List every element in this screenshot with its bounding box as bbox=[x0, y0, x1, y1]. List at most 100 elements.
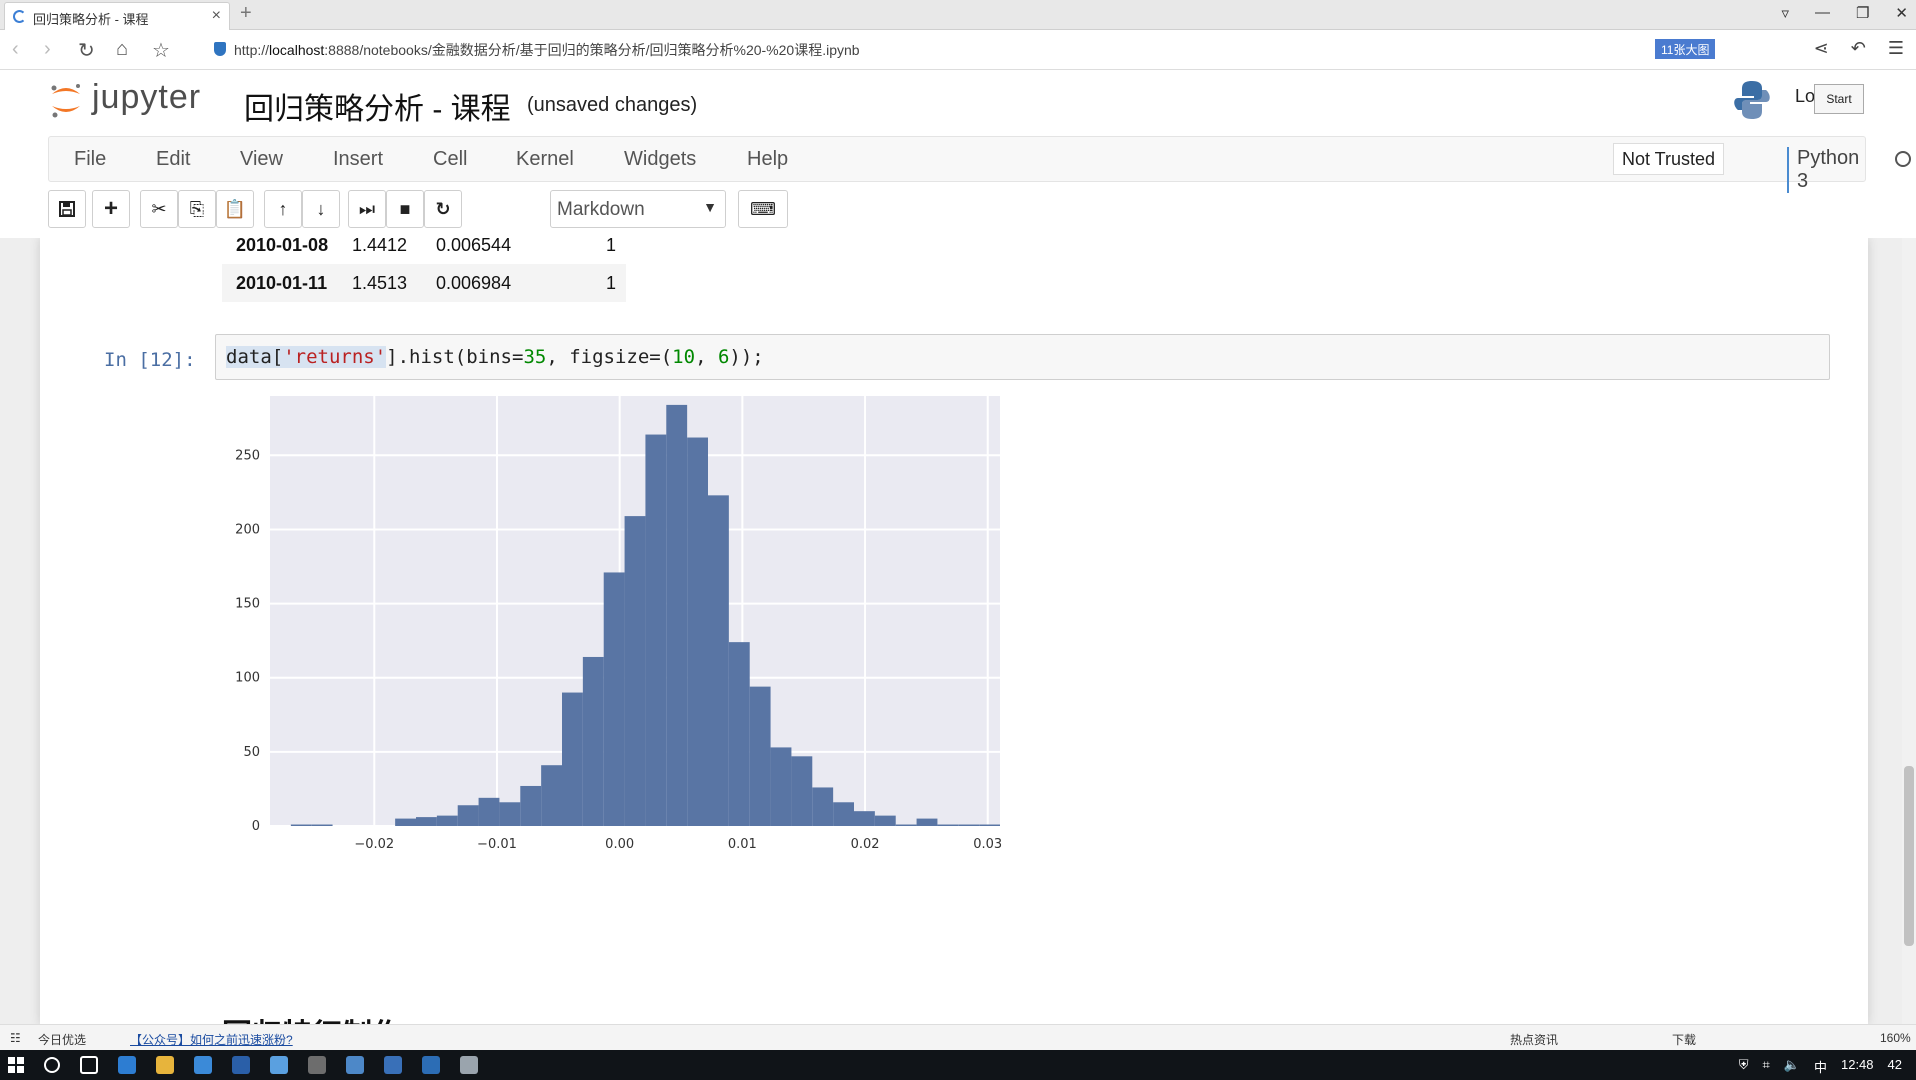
menu-kernel[interactable]: Kernel bbox=[516, 148, 574, 170]
notification-count[interactable]: 42 bbox=[1887, 1057, 1902, 1072]
histogram-bar bbox=[478, 797, 500, 826]
forward-icon[interactable]: › bbox=[44, 38, 51, 60]
windows-start-icon[interactable] bbox=[8, 1057, 24, 1073]
search-icon[interactable] bbox=[44, 1057, 60, 1073]
restore-button[interactable]: ❐ bbox=[1855, 5, 1870, 22]
statusbar-icon: ☷ bbox=[10, 1031, 21, 1045]
close-window-button[interactable]: ✕ bbox=[1895, 5, 1908, 22]
jupyter-logo-icon[interactable] bbox=[46, 80, 86, 120]
code-number: 35 bbox=[523, 346, 547, 368]
code-number: 10 bbox=[672, 346, 696, 368]
notebook-title[interactable]: 回归策略分析 - 课程 bbox=[244, 93, 511, 126]
menu-view[interactable]: View bbox=[240, 148, 283, 170]
app-icon[interactable] bbox=[346, 1056, 364, 1074]
paste-button[interactable]: 📋 bbox=[216, 190, 254, 228]
y-tick-label: 100 bbox=[235, 671, 260, 686]
network-icon[interactable]: ⌗ bbox=[1762, 1057, 1770, 1072]
clock[interactable]: 12:48 bbox=[1840, 1057, 1874, 1072]
histogram-bar bbox=[791, 756, 813, 826]
refresh-icon[interactable]: ↻ bbox=[78, 40, 95, 62]
jupyter-logo-text[interactable]: jupyter bbox=[92, 78, 202, 116]
close-tab-icon[interactable]: × bbox=[211, 7, 221, 24]
histogram-bar bbox=[416, 817, 437, 826]
x-tick-label: 0.00 bbox=[605, 837, 634, 852]
code-editor[interactable]: data['returns'].hist(bins=35, figsize=(1… bbox=[226, 346, 764, 368]
histogram-bar bbox=[520, 785, 542, 826]
jupyter-menubar: File Edit View Insert Cell Kernel Widget… bbox=[48, 136, 1911, 193]
ime-indicator[interactable]: 中 bbox=[1813, 1060, 1827, 1075]
x-tick-label: −0.01 bbox=[477, 837, 517, 852]
url-field[interactable]: http://localhost:8888/notebooks/金融数据分析/基… bbox=[234, 40, 860, 60]
share-icon[interactable]: ⋖ bbox=[1813, 38, 1829, 58]
app-icon[interactable] bbox=[422, 1056, 440, 1074]
app-icon[interactable] bbox=[308, 1056, 326, 1074]
save-button[interactable] bbox=[48, 190, 86, 228]
arrow-up-icon: ↑ bbox=[278, 198, 288, 219]
interrupt-button[interactable]: ■ bbox=[386, 190, 424, 228]
scrollbar-thumb[interactable] bbox=[1904, 766, 1914, 946]
menu-cell[interactable]: Cell bbox=[433, 148, 468, 170]
task-view-icon[interactable] bbox=[80, 1056, 98, 1074]
app-icon[interactable] bbox=[118, 1056, 136, 1074]
table-row: 2010-01-11 1.4513 0.006984 1 bbox=[222, 264, 626, 302]
statusbar-picks[interactable]: 今日优选 bbox=[38, 1033, 87, 1047]
back-icon[interactable]: ‹ bbox=[12, 38, 19, 60]
menu-edit[interactable]: Edit bbox=[156, 148, 191, 170]
histogram-bar bbox=[395, 818, 416, 826]
statusbar-download[interactable]: 下载 bbox=[1672, 1033, 1697, 1047]
new-tab-button[interactable]: + bbox=[240, 2, 252, 24]
code-token: )); bbox=[729, 346, 764, 368]
address-bar: ‹ › ↻ ⌂ ☆ http://localhost:8888/notebook… bbox=[0, 30, 1916, 70]
app-icon[interactable] bbox=[232, 1056, 250, 1074]
app-icon[interactable] bbox=[194, 1056, 212, 1074]
pin-icon[interactable]: ▿ bbox=[1781, 5, 1789, 22]
code-number: 6 bbox=[717, 346, 730, 368]
menu-icon[interactable]: ☰ bbox=[1887, 38, 1904, 58]
undo-icon[interactable]: ↶ bbox=[1850, 38, 1866, 58]
code-cell[interactable]: data['returns'].hist(bins=35, figsize=(1… bbox=[215, 334, 1830, 380]
move-up-button[interactable]: ↑ bbox=[264, 190, 302, 228]
not-trusted-button[interactable]: Not Trusted bbox=[1613, 143, 1725, 175]
cut-button[interactable]: ✂ bbox=[140, 190, 178, 228]
run-button[interactable]: ⏭ bbox=[348, 190, 386, 228]
refresh-icon: ↻ bbox=[435, 198, 451, 219]
logout-button[interactable]: Lo bbox=[1795, 86, 1816, 106]
app-icon[interactable] bbox=[384, 1056, 402, 1074]
bookmark-star-icon[interactable]: ☆ bbox=[152, 40, 170, 62]
menu-widgets[interactable]: Widgets bbox=[624, 148, 697, 170]
insert-cell-button[interactable]: + bbox=[92, 190, 130, 228]
home-icon[interactable]: ⌂ bbox=[116, 38, 129, 60]
menu-file[interactable]: File bbox=[74, 148, 107, 170]
restart-button[interactable]: ↻ bbox=[424, 190, 462, 228]
volume-icon[interactable]: 🔈 bbox=[1783, 1057, 1800, 1072]
minimize-button[interactable]: — bbox=[1814, 4, 1830, 21]
copy-button[interactable]: ⎘ bbox=[178, 190, 216, 228]
x-tick-label: −0.02 bbox=[354, 837, 394, 852]
save-status: (unsaved changes) bbox=[527, 94, 698, 116]
extension-badge[interactable]: 11张大图 bbox=[1655, 39, 1716, 59]
step-forward-icon: ⏭ bbox=[358, 198, 376, 219]
cell-type-select[interactable]: Markdown ▼ bbox=[550, 190, 726, 228]
move-down-button[interactable]: ↓ bbox=[302, 190, 340, 228]
start-button[interactable]: Start bbox=[1814, 84, 1864, 114]
histogram-bar bbox=[833, 802, 854, 826]
histogram-bar bbox=[958, 824, 980, 826]
menu-help[interactable]: Help bbox=[747, 148, 789, 170]
statusbar-zoom[interactable]: 160% bbox=[1880, 1031, 1911, 1045]
python-logo-icon bbox=[1734, 81, 1770, 119]
statusbar-news[interactable]: 热点资讯 bbox=[1510, 1033, 1559, 1047]
shield-icon[interactable]: ⛨ bbox=[1738, 1057, 1749, 1072]
scrollbar[interactable] bbox=[1902, 238, 1916, 1024]
histogram-bar bbox=[562, 692, 583, 826]
histogram-bar bbox=[499, 802, 521, 826]
cell-price: 1.4513 bbox=[352, 273, 408, 293]
statusbar-link[interactable]: 【公众号】如何之前迅速涨粉? bbox=[130, 1033, 293, 1047]
code-token: , bbox=[695, 346, 718, 368]
folder-icon[interactable] bbox=[156, 1056, 174, 1074]
menu-insert[interactable]: Insert bbox=[333, 148, 384, 170]
app-icon[interactable] bbox=[270, 1056, 288, 1074]
browser-tab[interactable]: 回归策略分析 - 课程 × bbox=[4, 2, 230, 30]
browser-app-icon[interactable] bbox=[460, 1056, 478, 1074]
histogram-bar bbox=[770, 747, 792, 826]
command-palette-button[interactable]: ⌨ bbox=[738, 190, 788, 228]
